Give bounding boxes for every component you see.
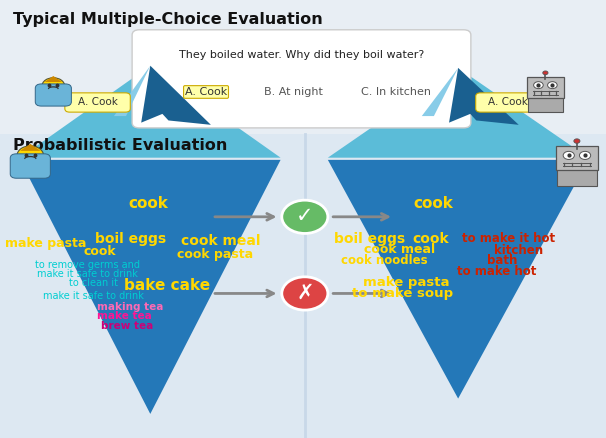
Text: cook pasta: cook pasta [177,248,253,261]
Circle shape [574,139,580,143]
Circle shape [282,277,328,310]
Text: C. In kitchen: C. In kitchen [361,87,431,97]
Text: Typical Multiple-Choice Evaluation: Typical Multiple-Choice Evaluation [13,12,323,27]
FancyBboxPatch shape [528,95,563,112]
FancyBboxPatch shape [10,154,50,178]
Text: to make soup: to make soup [353,287,453,300]
Circle shape [543,71,548,75]
Polygon shape [114,66,150,116]
FancyBboxPatch shape [476,93,541,112]
Text: cook meal: cook meal [364,243,436,256]
Text: to remove germs and: to remove germs and [35,260,141,270]
Text: cook: cook [128,196,168,211]
FancyBboxPatch shape [65,93,130,112]
Polygon shape [328,68,588,158]
FancyBboxPatch shape [35,84,72,106]
Text: ✓: ✓ [296,206,313,226]
Text: to clean it: to clean it [70,278,118,287]
Text: make pasta: make pasta [363,276,449,289]
Text: ✗: ✗ [296,283,313,303]
Text: cook: cook [413,196,453,211]
Text: brew tea: brew tea [101,321,153,331]
Polygon shape [45,76,62,82]
Circle shape [282,200,328,233]
Text: make tea: make tea [97,311,152,321]
Polygon shape [20,160,281,414]
FancyBboxPatch shape [556,166,598,186]
Text: cook meal: cook meal [181,234,261,248]
Bar [0,0,606,134]
Polygon shape [328,160,588,399]
Polygon shape [20,144,41,151]
Text: kitchen: kitchen [493,244,543,257]
Text: cook noodles: cook noodles [342,254,428,267]
Text: make it safe to drink: make it safe to drink [38,269,138,279]
Circle shape [579,152,591,159]
Circle shape [548,81,557,88]
Polygon shape [141,66,211,125]
Text: to make it hot: to make it hot [462,232,556,245]
Text: They boiled water. Why did they boil water?: They boiled water. Why did they boil wat… [179,50,424,60]
Text: A. Cook: A. Cook [488,98,528,107]
Text: Probabilistic Evaluation: Probabilistic Evaluation [13,138,228,153]
Text: bath: bath [487,254,517,267]
Text: make pasta: make pasta [5,237,86,250]
Text: making tea: making tea [97,302,164,311]
Circle shape [17,146,44,165]
Text: A. Cook: A. Cook [78,98,118,107]
Text: to make hot: to make hot [458,265,536,278]
Circle shape [534,81,543,88]
Polygon shape [449,68,519,125]
Polygon shape [20,66,281,158]
Text: boil eggs: boil eggs [95,232,166,246]
Text: boil eggs: boil eggs [334,232,405,246]
Text: make it safe to drink: make it safe to drink [44,291,144,300]
Text: cook: cook [412,232,448,246]
Text: A. Cook: A. Cook [185,87,227,97]
FancyBboxPatch shape [527,77,564,98]
Polygon shape [422,68,458,116]
Circle shape [42,78,65,94]
Circle shape [563,152,574,159]
FancyBboxPatch shape [132,30,471,128]
Text: cook: cook [84,245,116,258]
Text: bake cake: bake cake [124,278,210,293]
Text: B. At night: B. At night [264,87,322,97]
Bar [0,134,606,438]
FancyBboxPatch shape [556,146,598,170]
